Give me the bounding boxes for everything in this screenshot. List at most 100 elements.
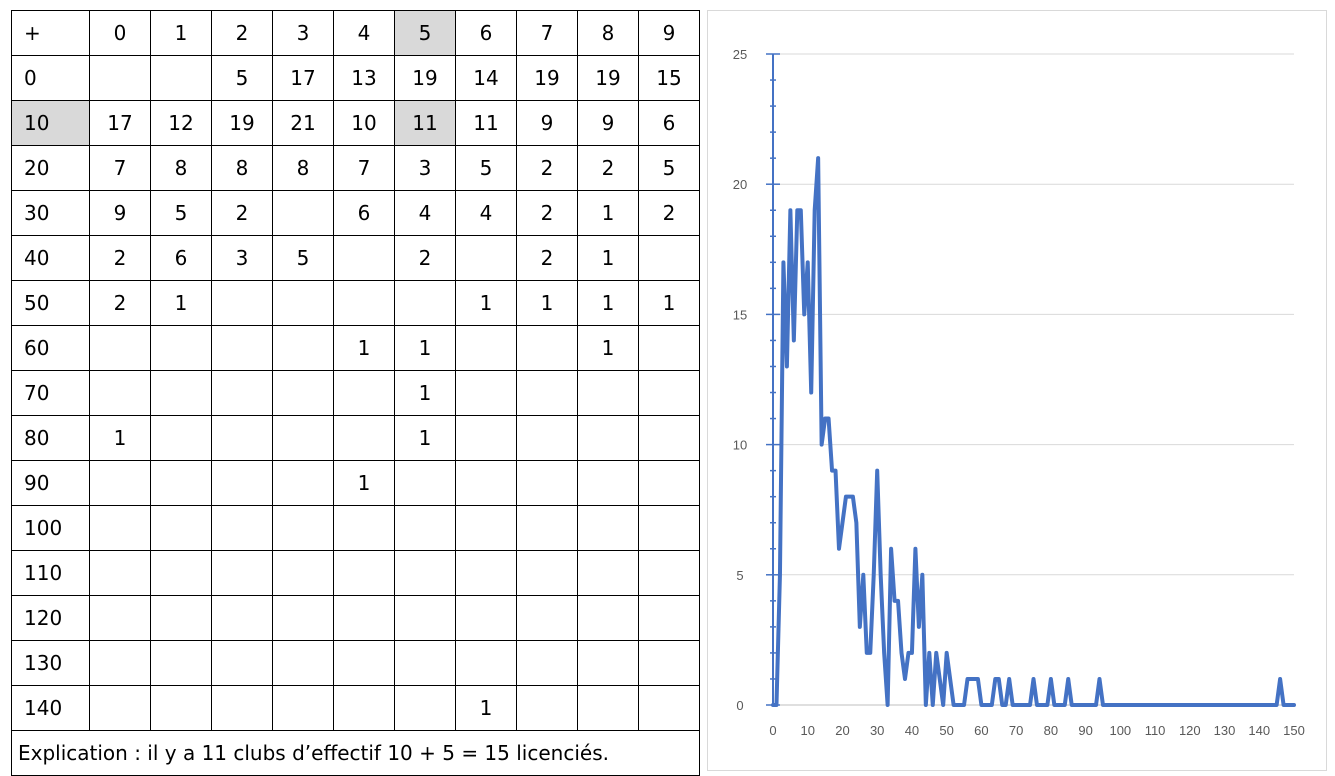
- table-cell: 11: [455, 100, 517, 146]
- table-cell: [638, 595, 700, 641]
- table-cell: 19: [211, 100, 273, 146]
- header-cell: 0: [89, 10, 151, 56]
- table-cell: 5: [455, 145, 517, 191]
- table-cell: [272, 640, 334, 686]
- table-cell: [272, 190, 334, 236]
- row-label-cell: 20: [11, 145, 90, 191]
- row-label-cell: 40: [11, 235, 90, 281]
- y-tick-label: 10: [733, 438, 747, 453]
- table-cell: [150, 460, 212, 506]
- table-cell: [272, 460, 334, 506]
- header-cell: 9: [638, 10, 700, 56]
- table-cell: [150, 640, 212, 686]
- table-cell: 2: [516, 145, 578, 191]
- table-row: 90 1: [11, 460, 700, 506]
- table-cell: [211, 325, 273, 371]
- header-cell: 8: [577, 10, 639, 56]
- table-cell: 12: [150, 100, 212, 146]
- table-cell: [89, 325, 151, 371]
- table-cell: 9: [516, 100, 578, 146]
- table-cell: [272, 595, 334, 641]
- table-cell: [211, 370, 273, 416]
- table-cell: [272, 415, 334, 461]
- table-cell: [394, 460, 456, 506]
- table-cell: [455, 550, 517, 596]
- table-cell: [577, 595, 639, 641]
- table-cell: 21: [272, 100, 334, 146]
- table-cell: [333, 550, 395, 596]
- table-cell: 9: [577, 100, 639, 146]
- header-cell: 6: [455, 10, 517, 56]
- y-tick-label: 20: [733, 177, 747, 192]
- table-cell: [333, 370, 395, 416]
- x-tick-label: 120: [1179, 723, 1201, 738]
- row-label-cell: 130: [11, 640, 90, 686]
- table-cell: [333, 235, 395, 281]
- header-cell: 5: [394, 10, 456, 56]
- table-cell: 1: [455, 280, 517, 326]
- table-cell: [150, 55, 212, 101]
- table-cell: [455, 325, 517, 371]
- table-cell: 9: [89, 190, 151, 236]
- table-cell: 2: [638, 190, 700, 236]
- row-label-cell: 80: [11, 415, 90, 461]
- x-tick-label: 30: [870, 723, 884, 738]
- table-cell: [333, 640, 395, 686]
- table-cell: 19: [394, 55, 456, 101]
- table-row: 130: [11, 640, 700, 686]
- table-cell: [577, 685, 639, 731]
- table-cell: [272, 280, 334, 326]
- table-cell: [455, 640, 517, 686]
- header-cell: +: [11, 10, 90, 56]
- table-cell: [394, 550, 456, 596]
- table-cell: [333, 280, 395, 326]
- table-row: 100: [11, 505, 700, 551]
- row-label-cell: 70: [11, 370, 90, 416]
- header-cell: 4: [333, 10, 395, 56]
- table-cell: [89, 370, 151, 416]
- table-cell: [272, 505, 334, 551]
- table-cell: 4: [455, 190, 517, 236]
- table-cell: 1: [638, 280, 700, 326]
- table-row: 10 17 12 19 21 10 11 11 9 9 6: [11, 100, 700, 146]
- table-cell: [211, 505, 273, 551]
- table-cell: [333, 415, 395, 461]
- table-cell: 1: [394, 415, 456, 461]
- row-label-cell: 140: [11, 685, 90, 731]
- table-cell: 19: [516, 55, 578, 101]
- x-tick-label: 80: [1044, 723, 1058, 738]
- table-cell: [516, 550, 578, 596]
- y-tick-label: 0: [736, 698, 743, 713]
- table-cell: 1: [577, 190, 639, 236]
- table-cell: 1: [89, 415, 151, 461]
- table-cell: [150, 685, 212, 731]
- table-cell: [455, 460, 517, 506]
- x-tick-label: 70: [1009, 723, 1023, 738]
- table-cell: [211, 460, 273, 506]
- table-cell: 3: [394, 145, 456, 191]
- table-cell: [211, 550, 273, 596]
- table-cell: 7: [333, 145, 395, 191]
- table-cell: [89, 595, 151, 641]
- table-cell: 11: [394, 100, 456, 146]
- table-cell: 3: [211, 235, 273, 281]
- table-cell: [577, 460, 639, 506]
- table-cell: [272, 685, 334, 731]
- table-cell: [516, 325, 578, 371]
- table-cell: [394, 640, 456, 686]
- table-cell: 13: [333, 55, 395, 101]
- table-cell: 2: [516, 190, 578, 236]
- table-cell: 2: [394, 235, 456, 281]
- table-header-row: +0 1 2 3 4 5 6 7 8 9: [11, 10, 700, 56]
- table-cell: [638, 325, 700, 371]
- header-cell: 7: [516, 10, 578, 56]
- x-tick-label: 110: [1145, 723, 1166, 738]
- table-cell: 14: [455, 55, 517, 101]
- table-cell: 19: [577, 55, 639, 101]
- table-cell: [150, 370, 212, 416]
- table-cell: 5: [150, 190, 212, 236]
- table-cell: [89, 55, 151, 101]
- table-row: 50 2 1 1 1 1 1: [11, 280, 700, 326]
- row-label-cell: 10: [11, 100, 90, 146]
- x-tick-label: 10: [800, 723, 814, 738]
